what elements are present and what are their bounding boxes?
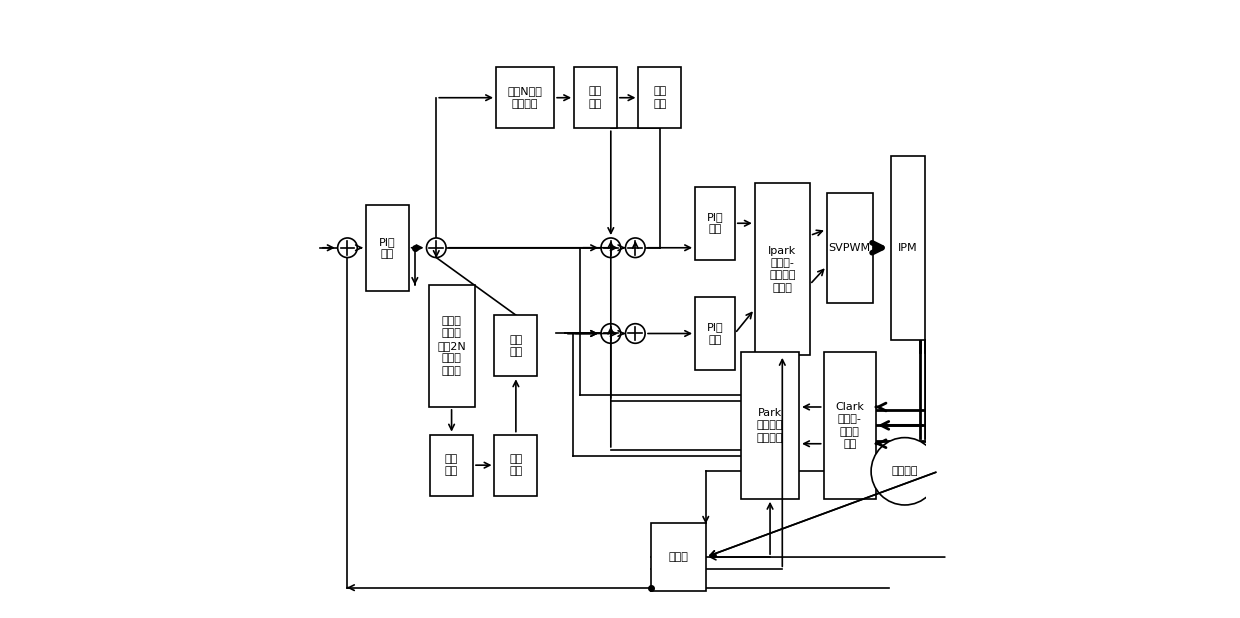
Text: Ipark
（两相-
两相旋转
变换）: Ipark （两相- 两相旋转 变换） [768,245,796,293]
Text: Park
（矢量旋
转变换）: Park （矢量旋 转变换） [756,408,784,442]
Bar [496,67,554,129]
Circle shape [427,238,446,258]
Text: 同步电机: 同步电机 [892,467,918,476]
Text: 插补
算法: 插补 算法 [510,334,522,357]
Bar [495,315,537,376]
Circle shape [625,238,645,258]
Text: PI控
制器: PI控 制器 [707,212,723,234]
Text: IPM: IPM [898,243,918,253]
Text: 插补
算法: 插补 算法 [653,87,666,109]
Text: 相位
调整: 相位 调整 [510,454,522,476]
Circle shape [601,324,620,343]
Bar [639,67,681,129]
Text: 低通
滤波: 低通 滤波 [589,87,603,109]
Text: 存储N个补
偿点数据: 存储N个补 偿点数据 [507,87,543,109]
Text: SVPWM: SVPWM [828,243,870,253]
Text: 一阶补
偿后，
提取2N
个补偿
点数据: 一阶补 偿后， 提取2N 个补偿 点数据 [438,316,466,376]
Bar [366,205,409,290]
Text: 编码器: 编码器 [668,552,688,562]
Bar [827,193,873,303]
Circle shape [337,238,357,258]
Circle shape [625,324,645,343]
Text: PI控
制器: PI控 制器 [379,237,396,259]
Bar [696,297,735,370]
Bar [742,352,799,499]
Text: 低通
滤波: 低通 滤波 [445,454,459,476]
Bar [429,284,475,407]
Bar [430,434,472,496]
Bar [651,523,706,591]
Bar [574,67,618,129]
Bar [892,156,925,340]
Bar [823,352,875,499]
Bar [696,187,735,260]
Text: PI控
制器: PI控 制器 [707,323,723,345]
Circle shape [601,238,620,258]
Bar [755,184,810,355]
Text: Clark
（三相-
两相变
换）: Clark （三相- 两相变 换） [836,402,864,449]
Circle shape [872,438,939,505]
Bar [495,434,537,496]
